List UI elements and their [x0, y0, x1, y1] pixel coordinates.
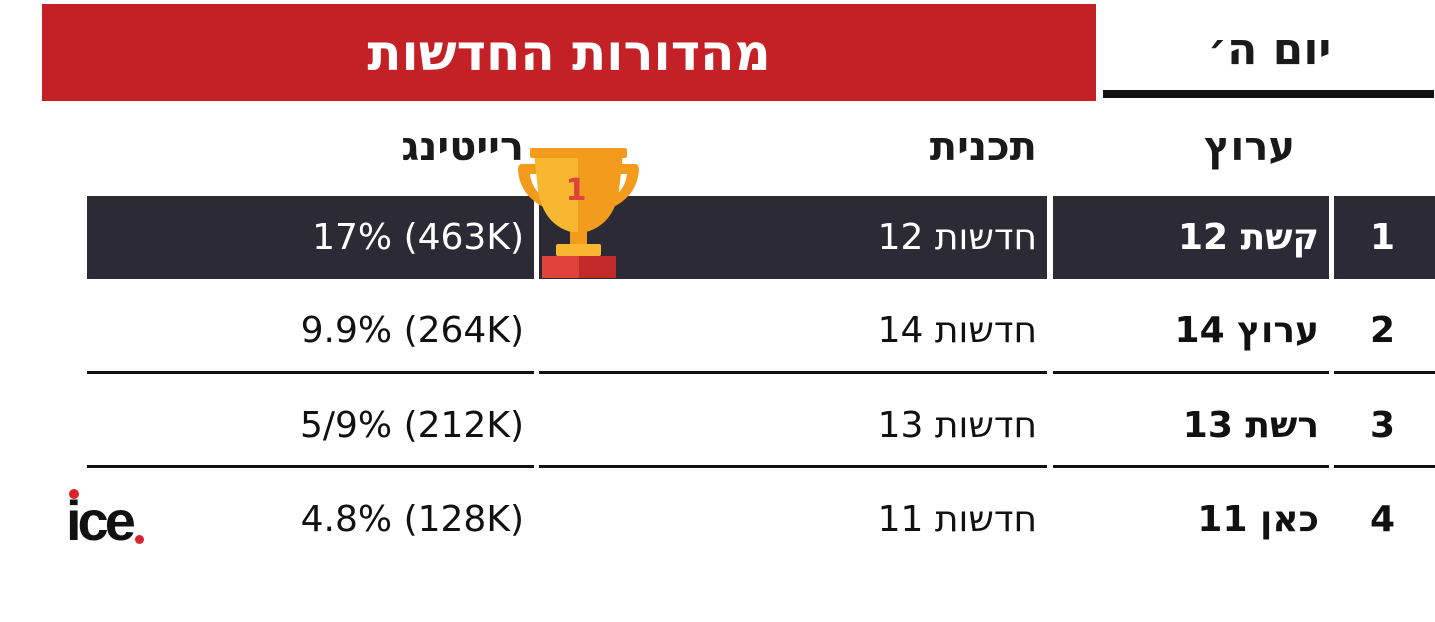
trophy-stem — [570, 232, 587, 244]
table-row-rank: 2 — [1369, 309, 1396, 351]
table-row-rating: (463K) 17% — [312, 217, 524, 258]
row-divider — [87, 371, 534, 374]
row-divider — [1334, 371, 1435, 374]
banner-title: מהדורות החדשות — [42, 4, 1096, 101]
highlight-program-cell — [539, 196, 1047, 279]
table-row-program: חדשות 14 — [877, 309, 1037, 351]
header-rating: רייטינג — [401, 124, 524, 170]
trophy-icon: 1 — [518, 148, 639, 278]
logo-dot — [134, 535, 144, 544]
header-channel: ערוץ — [1204, 124, 1295, 170]
table-row-rank: 4 — [1369, 498, 1396, 540]
table-row-rank: 3 — [1369, 404, 1396, 446]
table-row-channel: ערוץ 14 — [1174, 309, 1319, 351]
day-label: יום ה׳ — [1207, 23, 1332, 75]
header-program: תכנית — [929, 124, 1037, 170]
row-divider — [87, 465, 534, 468]
table-row-rank: 1 — [1369, 217, 1396, 258]
trophy-cup-shade — [578, 154, 623, 232]
table-row-rating: (264K) 9.9% — [300, 309, 524, 351]
trophy-base-shade — [579, 256, 616, 278]
trophy-collar — [556, 244, 601, 256]
table-row-channel: רשת 13 — [1182, 404, 1319, 446]
trophy-number: 1 — [566, 173, 587, 208]
table-row-channel: כאן 11 — [1197, 498, 1319, 540]
row-divider — [1053, 465, 1329, 468]
table-row-program: חדשות 13 — [877, 404, 1037, 446]
table-row-rating: (212K) 5/9% — [299, 404, 524, 446]
trophy-rim — [530, 148, 627, 158]
highlight-rank-cell — [1334, 196, 1435, 279]
highlight-rating-cell — [87, 196, 534, 279]
logo-i-dot — [69, 489, 79, 499]
logo-text: ice — [66, 489, 136, 552]
highlight-channel-cell — [1053, 196, 1329, 279]
table-row-program: חדשות 11 — [877, 498, 1037, 540]
ice-logo: ice — [66, 489, 144, 549]
row-divider — [539, 465, 1047, 468]
row-divider — [1053, 371, 1329, 374]
day-underline — [1103, 90, 1434, 98]
row-divider — [539, 371, 1047, 374]
table-row-channel: קשת 12 — [1177, 217, 1319, 258]
table-row-rating: (128K) 4.8% — [300, 498, 524, 540]
row-divider — [1334, 465, 1435, 468]
table-row-program: חדשות 12 — [877, 217, 1037, 258]
